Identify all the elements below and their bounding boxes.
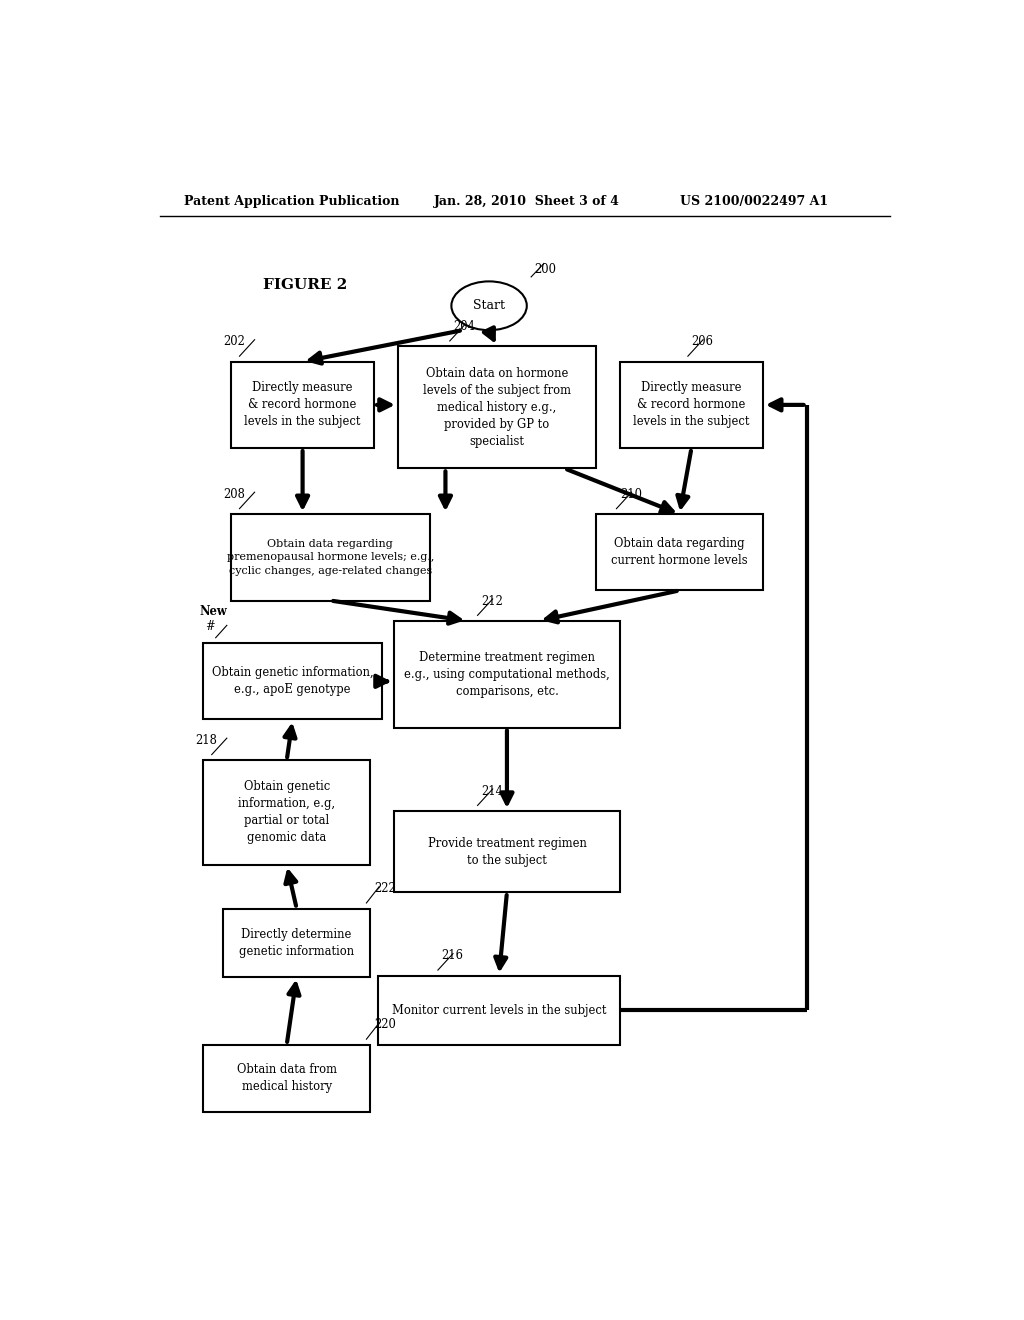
Text: 208: 208	[223, 488, 245, 500]
Text: 218: 218	[196, 734, 217, 747]
FancyBboxPatch shape	[620, 362, 763, 447]
FancyBboxPatch shape	[223, 908, 370, 977]
Text: 220: 220	[374, 1019, 396, 1031]
Text: Obtain data regarding
current hormone levels: Obtain data regarding current hormone le…	[611, 537, 748, 568]
Text: New: New	[200, 605, 227, 618]
Text: #: #	[205, 620, 215, 634]
Text: Obtain data from
medical history: Obtain data from medical history	[237, 1063, 337, 1093]
FancyBboxPatch shape	[394, 620, 620, 727]
Text: Directly measure
& record hormone
levels in the subject: Directly measure & record hormone levels…	[245, 381, 360, 429]
FancyBboxPatch shape	[231, 515, 430, 601]
Text: Directly determine
genetic information: Directly determine genetic information	[239, 928, 354, 957]
Text: Obtain genetic information,
e.g., apoE genotype: Obtain genetic information, e.g., apoE g…	[212, 667, 374, 697]
Text: US 2100/0022497 A1: US 2100/0022497 A1	[680, 194, 827, 207]
FancyBboxPatch shape	[204, 760, 370, 865]
Text: Provide treatment regimen
to the subject: Provide treatment regimen to the subject	[427, 837, 587, 867]
Text: Obtain genetic
information, e.g,
partial or total
genomic data: Obtain genetic information, e.g, partial…	[239, 780, 335, 845]
Text: 206: 206	[691, 335, 714, 348]
Text: 210: 210	[620, 488, 642, 500]
Text: Obtain data on hormone
levels of the subject from
medical history e.g.,
provided: Obtain data on hormone levels of the sub…	[423, 367, 571, 447]
Text: 202: 202	[223, 335, 245, 348]
Text: Jan. 28, 2010  Sheet 3 of 4: Jan. 28, 2010 Sheet 3 of 4	[433, 194, 620, 207]
Text: 216: 216	[441, 949, 463, 962]
Text: 200: 200	[535, 263, 557, 276]
Text: 204: 204	[454, 321, 475, 333]
FancyBboxPatch shape	[397, 346, 596, 469]
FancyBboxPatch shape	[378, 975, 620, 1044]
Ellipse shape	[452, 281, 526, 330]
Text: Directly measure
& record hormone
levels in the subject: Directly measure & record hormone levels…	[633, 381, 750, 429]
Text: 222: 222	[374, 882, 395, 895]
FancyBboxPatch shape	[596, 515, 763, 590]
Text: Monitor current levels in the subject: Monitor current levels in the subject	[392, 1003, 606, 1016]
FancyBboxPatch shape	[394, 810, 620, 892]
FancyBboxPatch shape	[231, 362, 374, 447]
Text: Obtain data regarding
premenopausal hormone levels; e.g.,
cyclic changes, age-re: Obtain data regarding premenopausal horm…	[226, 539, 434, 576]
FancyBboxPatch shape	[204, 1044, 370, 1111]
Text: Determine treatment regimen
e.g., using computational methods,
comparisons, etc.: Determine treatment regimen e.g., using …	[404, 651, 610, 698]
FancyBboxPatch shape	[204, 643, 382, 719]
Text: FIGURE 2: FIGURE 2	[263, 279, 347, 293]
Text: Patent Application Publication: Patent Application Publication	[183, 194, 399, 207]
Text: 212: 212	[481, 594, 503, 607]
Text: Start: Start	[473, 300, 505, 313]
Text: 214: 214	[481, 784, 503, 797]
